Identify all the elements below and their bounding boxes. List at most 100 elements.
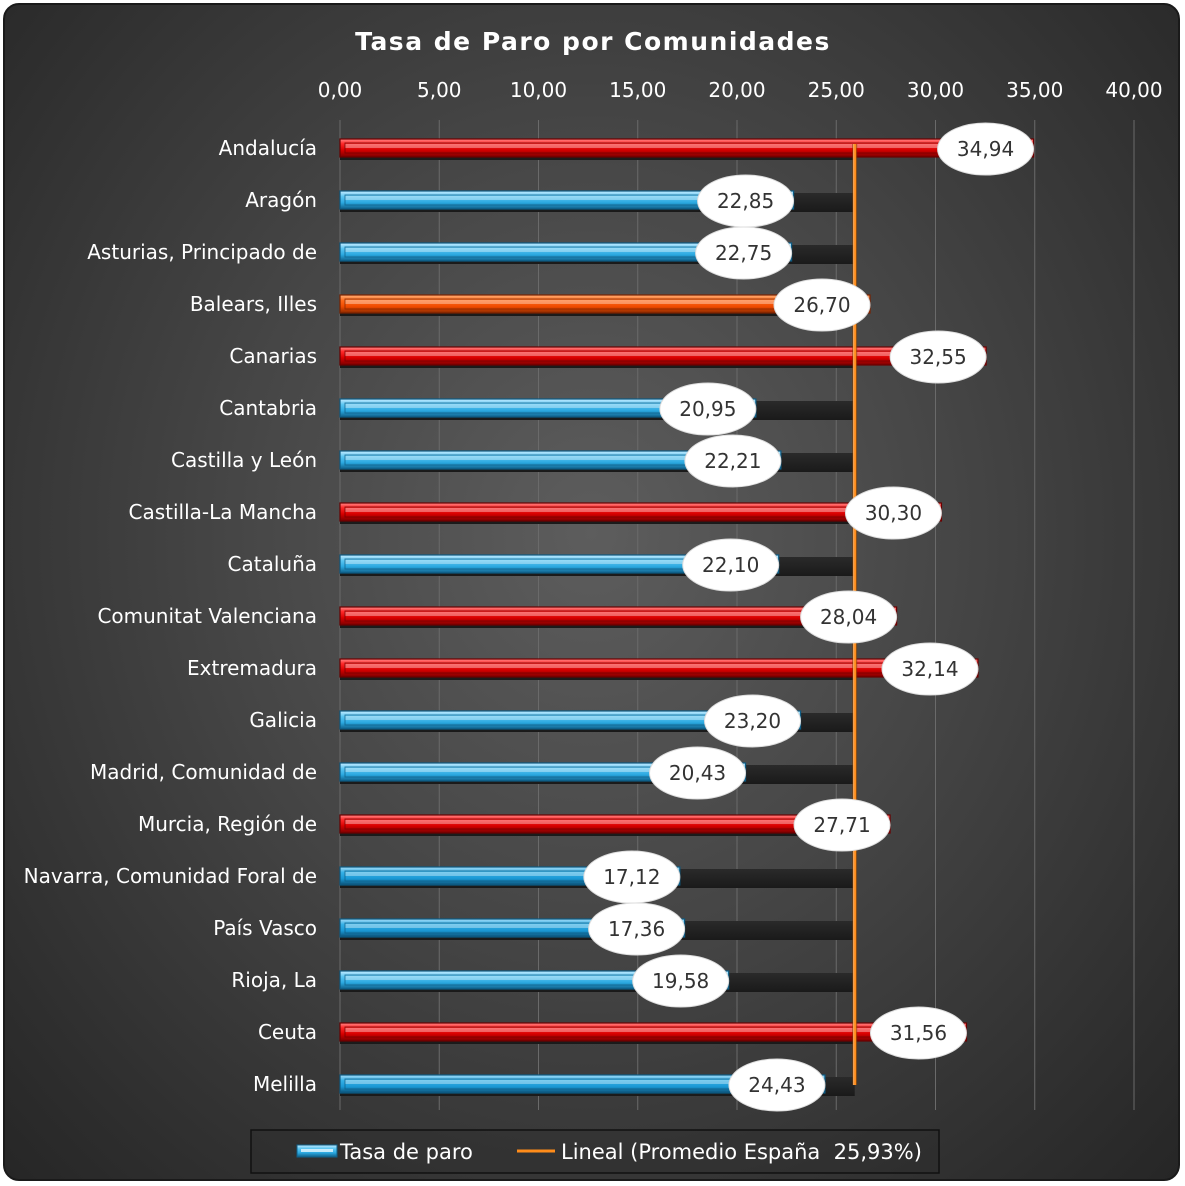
data-label-text: 23,20: [724, 709, 781, 733]
data-label-text: 22,21: [704, 449, 761, 473]
data-label-bubble: [659, 382, 757, 436]
data-label-bubble: [773, 278, 871, 332]
bar-highlight: [345, 144, 1029, 148]
category-label: Navarra, Comunidad Foral de: [24, 864, 317, 888]
data-label-bubble: [682, 538, 780, 592]
data-label-bubble: [889, 330, 987, 384]
data-label-bubble: [695, 226, 793, 280]
category-label: Asturias, Principado de: [87, 240, 317, 264]
data-label: 20,43: [649, 746, 747, 800]
category-label: Galicia: [249, 708, 317, 732]
bar-highlight: [345, 1080, 820, 1084]
x-tick-label: 35,00: [1006, 78, 1063, 102]
data-label-text: 19,58: [652, 969, 709, 993]
x-tick-label: 0,00: [318, 78, 363, 102]
bar-highlight: [345, 1028, 962, 1032]
bar-highlight: [345, 820, 886, 824]
category-label: Melilla: [253, 1072, 317, 1096]
data-label-bubble: [844, 486, 942, 540]
data-label: 22,75: [695, 226, 793, 280]
data-labels: 34,94 22,85 22,75 26,70 32,55 20,95 22,21 30,30…: [583, 122, 1035, 1112]
bar-highlight: [345, 248, 787, 252]
data-label: 32,14: [881, 642, 979, 696]
category-label: Cataluña: [228, 552, 317, 576]
bar-highlight: [345, 352, 982, 356]
category-label: Canarias: [229, 344, 317, 368]
category-label: Andalucía: [219, 136, 317, 160]
data-label-text: 26,70: [793, 293, 850, 317]
bar-highlight: [345, 976, 724, 980]
data-label: 19,58: [632, 954, 730, 1008]
category-label: Cantabria: [219, 396, 317, 420]
data-label-text: 28,04: [820, 605, 877, 629]
category-label: Rioja, La: [231, 968, 317, 992]
data-label-bubble: [793, 798, 891, 852]
chart-frame: Tasa de Paro por Comunidades 0,00 5,00 10,…: [3, 3, 1180, 1181]
data-label-bubble: [800, 590, 898, 644]
legend-box: [250, 1129, 940, 1174]
category-label: Aragón: [245, 188, 317, 212]
data-label-bubble: [649, 746, 747, 800]
data-label: 26,70: [773, 278, 871, 332]
data-label-text: 32,14: [901, 657, 958, 681]
bar-highlight: [345, 872, 675, 876]
bar: [339, 346, 987, 366]
data-label-text: 31,56: [890, 1021, 947, 1045]
legend-entry-promedio: Lineal (Promedio España 25,93%): [561, 1140, 922, 1164]
bar: [339, 502, 943, 522]
x-tick-label: 5,00: [417, 78, 462, 102]
data-label-text: 24,43: [748, 1073, 805, 1097]
data-label-bubble: [632, 954, 730, 1008]
data-label: 28,04: [800, 590, 898, 644]
data-label-bubble: [704, 694, 802, 748]
data-label-text: 17,36: [608, 917, 665, 941]
data-label-text: 20,95: [679, 397, 736, 421]
data-label-text: 27,71: [813, 813, 870, 837]
data-label-text: 17,12: [603, 865, 660, 889]
x-tick-label: 20,00: [708, 78, 765, 102]
legend-bar-swatch-highlight: [301, 1149, 333, 1152]
legend-entry-tasa-de-paro: Tasa de paro: [339, 1140, 473, 1164]
data-label: 31,56: [869, 1006, 967, 1060]
data-label-bubble: [881, 642, 979, 696]
data-label: 27,71: [793, 798, 891, 852]
bar-highlight: [345, 716, 796, 720]
data-label-text: 22,10: [702, 553, 759, 577]
category-label: Ceuta: [258, 1020, 317, 1044]
data-label-text: 32,55: [909, 345, 966, 369]
data-label: 22,21: [684, 434, 782, 488]
data-label: 34,94: [937, 122, 1035, 176]
data-label-text: 22,85: [717, 189, 774, 213]
bar: [339, 1074, 826, 1094]
bar-highlight: [345, 560, 774, 564]
data-label-text: 34,94: [957, 137, 1014, 161]
x-tick-label: 15,00: [609, 78, 666, 102]
x-tick-label: 40,00: [1105, 78, 1162, 102]
bar: [339, 190, 795, 210]
x-tick-label: 10,00: [510, 78, 567, 102]
category-label: Madrid, Comunidad de: [90, 760, 317, 784]
category-label: Comunitat Valenciana: [97, 604, 317, 628]
category-label: Extremadura: [187, 656, 317, 680]
category-labels: Andalucía Aragón Asturias, Principado de Ba…: [24, 136, 317, 1096]
data-label-bubble: [869, 1006, 967, 1060]
legend: Tasa de paro Lineal (Promedio España 25,…: [250, 1129, 940, 1174]
bar-highlight: [345, 456, 776, 460]
data-label: 22,10: [682, 538, 780, 592]
data-label-text: 20,43: [669, 761, 726, 785]
data-label: 32,55: [889, 330, 987, 384]
bar-chart: Tasa de Paro por Comunidades 0,00 5,00 10,…: [24, 27, 1163, 1174]
x-axis-tick-labels: 0,00 5,00 10,00 15,00 20,00 25,00 30,00 35,00 40…: [318, 78, 1163, 102]
data-label: 22,85: [697, 174, 795, 228]
bar-highlight: [345, 196, 789, 200]
data-label: 20,95: [659, 382, 757, 436]
category-label: Murcia, Región de: [138, 812, 317, 836]
data-label: 17,36: [588, 902, 686, 956]
data-label: 23,20: [704, 694, 802, 748]
data-label-bubble: [728, 1058, 826, 1112]
data-label-text: 30,30: [865, 501, 922, 525]
bar-highlight: [345, 924, 680, 928]
category-label: Balears, Illes: [190, 292, 317, 316]
data-label: 30,30: [844, 486, 942, 540]
bar-highlight: [345, 404, 751, 408]
